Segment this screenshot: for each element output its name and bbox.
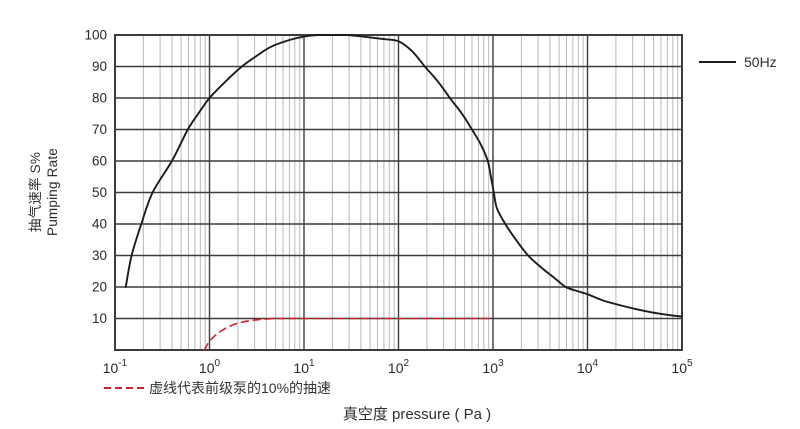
dashed-line-sample bbox=[104, 387, 146, 389]
dashed-line-note: 虚线代表前级泵的10%的抽速 bbox=[104, 380, 331, 396]
dashed-line-note-text: 虚线代表前级泵的10%的抽速 bbox=[149, 380, 332, 396]
y-axis-title-cn: 抽气速率 S% bbox=[28, 151, 43, 233]
x-axis-title: 真空度 pressure ( Pa ) bbox=[342, 406, 492, 423]
y-tick-label: 60 bbox=[92, 154, 107, 169]
legend-line-sample bbox=[699, 61, 736, 63]
y-tick-label: 70 bbox=[92, 122, 107, 137]
y-tick-label: 90 bbox=[92, 59, 107, 74]
y-tick-label: 50 bbox=[92, 185, 107, 200]
legend-50hz: 50Hz bbox=[699, 54, 777, 70]
x-tick-label: 101 bbox=[293, 358, 315, 376]
curve-50hz bbox=[124, 34, 683, 318]
y-axis-title-en: Pumping Rate bbox=[45, 148, 60, 236]
x-tick-label: 105 bbox=[671, 358, 693, 376]
x-tick-label: 102 bbox=[388, 358, 410, 376]
legend-label: 50Hz bbox=[744, 54, 777, 70]
y-tick-label: 10 bbox=[92, 311, 107, 326]
y-tick-label: 40 bbox=[92, 217, 107, 232]
y-tick-label: 30 bbox=[92, 248, 107, 263]
x-tick-label: 10-1 bbox=[103, 358, 128, 376]
y-axis-title: 抽气速率 S% Pumping Rate bbox=[27, 148, 61, 236]
y-tick-label: 80 bbox=[92, 91, 107, 106]
x-tick-label: 104 bbox=[577, 358, 599, 376]
plot-frame bbox=[114, 34, 683, 351]
x-tick-label: 103 bbox=[482, 358, 504, 376]
y-tick-label: 100 bbox=[84, 28, 107, 43]
y-tick-label: 20 bbox=[92, 280, 107, 295]
curve-backing-pump-10pct bbox=[203, 317, 494, 351]
x-tick-label: 100 bbox=[199, 358, 221, 376]
